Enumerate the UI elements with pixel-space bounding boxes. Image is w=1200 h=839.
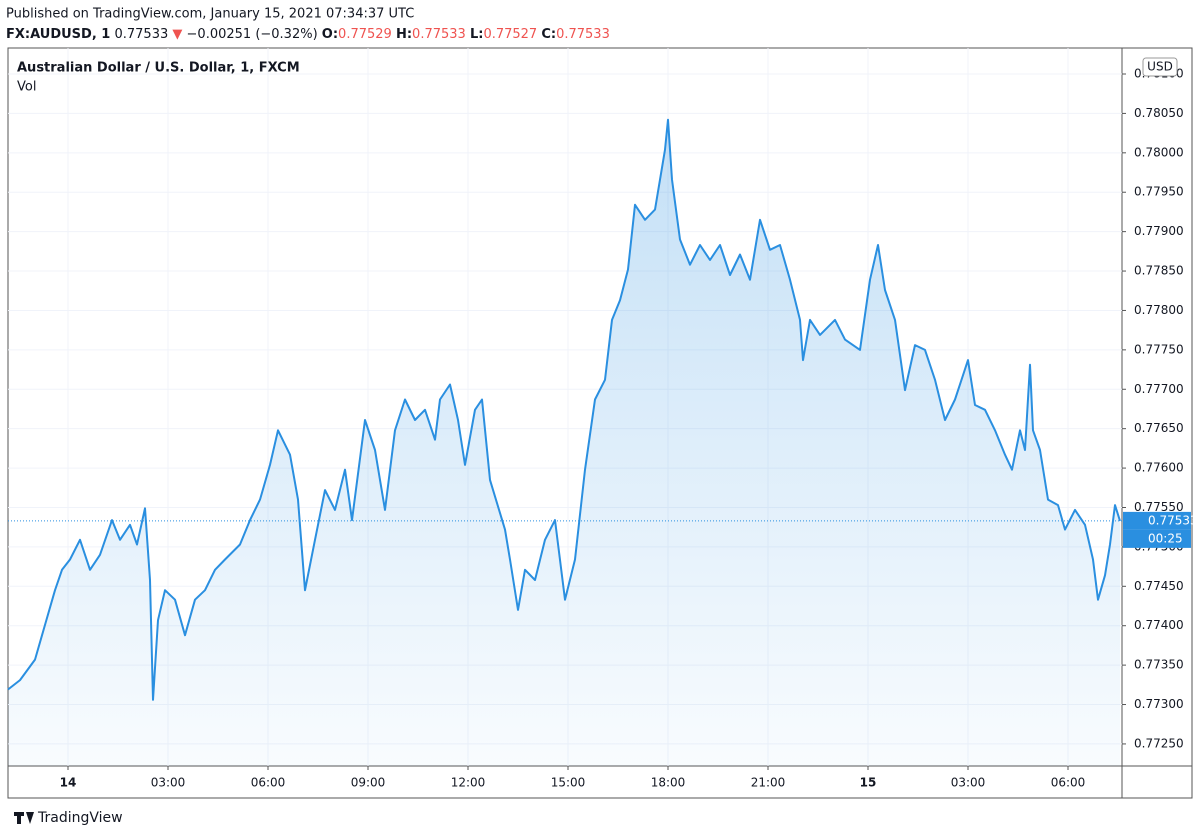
ohlc-label: O: [322,27,338,42]
ohlc-label: L: [470,27,483,42]
x-tick-label: 15:00 [551,776,586,790]
logo [14,812,34,824]
y-tick-label: 0.77600 [1134,461,1184,475]
x-tick-label: 18:00 [651,776,686,790]
x-tick-label: 09:00 [351,776,386,790]
x-tick-label: 12:00 [451,776,486,790]
change: −0.00251 (−0.32%) [187,27,318,42]
ohlc-label: C: [541,27,556,42]
y-tick-label: 0.77700 [1134,382,1184,396]
y-tick-label: 0.77750 [1134,342,1184,356]
y-tick-label: 0.77650 [1134,421,1184,435]
x-tick-label: 21:00 [751,776,786,790]
y-tick-label: 0.77850 [1134,264,1184,278]
x-tick-label: 06:00 [1051,776,1086,790]
x-tick-label: 03:00 [151,776,186,790]
chart-title: Australian Dollar / U.S. Dollar, 1, FXCM [17,61,300,76]
plot: 0.77250 0.77300 0.77350 0.77400 0.77450 0.775… [7,48,1184,790]
ohlc-value: 0.77527 [483,27,537,42]
y-tick-label: 0.77400 [1134,618,1184,632]
y-tick-label: 0.77550 [1134,500,1184,514]
y-tick-label: 0.77450 [1134,579,1184,593]
x-tick-label: 15 [860,776,877,790]
price-line [7,118,1121,701]
last-price-label: 0.77533 [1148,513,1198,527]
y-tick-label: 0.77950 [1134,185,1184,199]
chart-frame [7,47,1193,799]
y-tick-label: 0.77300 [1134,697,1184,711]
price: 0.77533 [114,27,168,42]
last-price-badge [1123,511,1191,530]
ohlc-value: 0.77533 [556,27,610,42]
y-tick-label: 0.77800 [1134,303,1184,317]
symbol: FX:AUDUSD, 1 [6,27,110,42]
ohlc-value: 0.77533 [412,27,466,42]
x-tick-label: 06:00 [251,776,286,790]
arrow: ▼ [172,27,182,42]
ohlc-value: 0.77529 [338,27,392,42]
currency-badge[interactable] [1142,57,1178,77]
y-tick-label: 0.78000 [1134,145,1184,159]
countdown-badge [1123,529,1191,548]
y-tick-label: 0.78050 [1134,106,1184,120]
y-tick-label: 0.77350 [1134,658,1184,672]
y-tick-label: 0.77250 [1134,736,1184,750]
countdown: 00:25 [1148,531,1183,545]
x-tick-label: 03:00 [951,776,986,790]
x-tick-label: 14 [60,776,77,790]
ohlc-label: H: [396,27,412,42]
symbol-line: FX:AUDUSD, 1 0.77533 ▼ −0.00251 (−0.32%)… [6,27,610,42]
published: Published on TradingView.com, January 15… [6,7,414,22]
area-fill [8,119,1120,766]
y-tick-label: 0.77900 [1134,224,1184,238]
currency[interactable]: USD [1147,60,1173,74]
volume-label: Vol [17,80,36,95]
brand: TradingView [37,810,123,826]
